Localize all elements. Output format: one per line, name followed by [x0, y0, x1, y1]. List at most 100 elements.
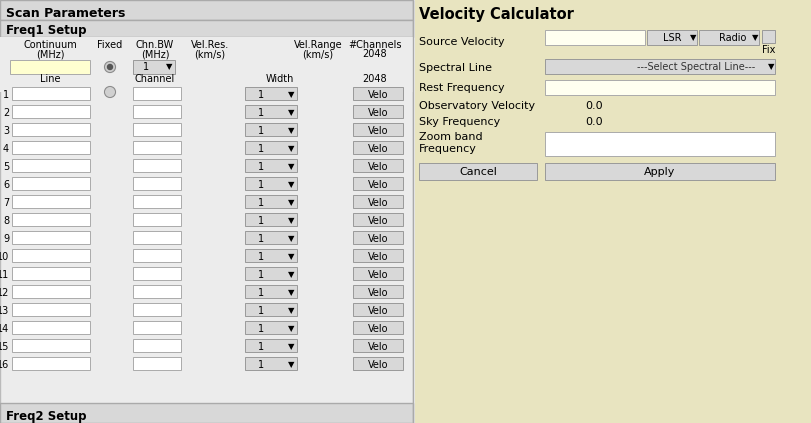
Bar [12, 141, 90, 154]
Text: ▼: ▼ [288, 145, 294, 154]
Bar [245, 141, 297, 154]
Text: 1: 1 [143, 62, 149, 72]
Bar [353, 321, 403, 334]
Bar [353, 303, 403, 316]
Bar [699, 30, 759, 45]
Text: ▼: ▼ [690, 33, 697, 42]
Text: Scan Parameters: Scan Parameters [6, 6, 126, 19]
Bar [133, 60, 175, 74]
Bar [245, 321, 297, 334]
Bar [12, 357, 90, 370]
Text: (km/s): (km/s) [303, 49, 333, 59]
Text: ▼: ▼ [288, 343, 294, 352]
Bar [245, 87, 297, 100]
Bar [0, 37, 413, 92]
Text: 10: 10 [0, 252, 9, 262]
Text: Velo: Velo [367, 144, 388, 154]
Text: Velo: Velo [367, 198, 388, 208]
Text: (MHz): (MHz) [141, 49, 169, 59]
Text: 2: 2 [2, 108, 9, 118]
Bar [133, 285, 181, 298]
Text: Frequency: Frequency [419, 144, 477, 154]
Text: Rest Frequency: Rest Frequency [419, 83, 504, 93]
Bar [12, 321, 90, 334]
Bar [353, 339, 403, 352]
Text: 1: 1 [258, 198, 264, 208]
Text: #Channels: #Channels [348, 40, 401, 50]
Text: ▼: ▼ [288, 109, 294, 118]
Text: 1: 1 [258, 270, 264, 280]
Text: (MHz): (MHz) [36, 49, 64, 59]
Bar [133, 87, 181, 100]
Circle shape [108, 64, 113, 69]
Text: 15: 15 [0, 342, 9, 352]
Text: 1: 1 [258, 144, 264, 154]
Text: Velo: Velo [367, 270, 388, 280]
Bar [133, 321, 181, 334]
Text: ▼: ▼ [768, 63, 775, 71]
Text: 1: 1 [258, 360, 264, 370]
Text: 14: 14 [0, 324, 9, 334]
Bar [353, 177, 403, 190]
Text: Radio: Radio [719, 33, 746, 43]
Bar [353, 105, 403, 118]
Text: Velo: Velo [367, 216, 388, 226]
Bar [545, 59, 775, 74]
Bar [12, 87, 90, 100]
Text: 11: 11 [0, 270, 9, 280]
Text: Vel.Res.: Vel.Res. [191, 40, 230, 50]
Bar [415, 0, 811, 423]
Bar [12, 159, 90, 172]
Bar [647, 30, 697, 45]
Text: 5: 5 [2, 162, 9, 172]
Text: Fixed: Fixed [97, 40, 122, 50]
Text: ▼: ▼ [752, 33, 758, 42]
Text: 6: 6 [3, 180, 9, 190]
Text: Velo: Velo [367, 234, 388, 244]
Bar [12, 105, 90, 118]
Bar [245, 267, 297, 280]
Bar [133, 267, 181, 280]
Text: Freq1 Setup: Freq1 Setup [6, 24, 87, 36]
Text: 1: 1 [258, 342, 264, 352]
Bar [10, 60, 90, 74]
Text: Velo: Velo [367, 90, 388, 100]
Bar [133, 339, 181, 352]
Bar [353, 195, 403, 208]
Bar [0, 20, 413, 37]
Bar [133, 141, 181, 154]
Text: Velo: Velo [367, 252, 388, 262]
Text: ▼: ▼ [288, 253, 294, 261]
Text: ▼: ▼ [288, 126, 294, 135]
Bar [762, 30, 775, 43]
Text: 1: 1 [258, 216, 264, 226]
Text: Line: Line [40, 74, 60, 84]
Bar [0, 403, 413, 423]
Text: 1: 1 [258, 162, 264, 172]
Text: Velo: Velo [367, 126, 388, 136]
Text: Source Velocity: Source Velocity [419, 37, 504, 47]
Bar [133, 249, 181, 262]
Bar [245, 177, 297, 190]
Bar [245, 231, 297, 244]
Bar [353, 123, 403, 136]
Bar [12, 339, 90, 352]
Text: Chn.BW: Chn.BW [136, 40, 174, 50]
Bar [245, 339, 297, 352]
Bar [133, 177, 181, 190]
Text: ▼: ▼ [288, 162, 294, 171]
Bar [353, 159, 403, 172]
Text: Zoom band: Zoom band [419, 132, 483, 142]
Bar [133, 105, 181, 118]
Bar [545, 132, 775, 156]
Text: ▼: ▼ [288, 288, 294, 297]
Text: ---Select Spectral Line---: ---Select Spectral Line--- [637, 62, 755, 72]
Bar [245, 213, 297, 226]
Bar [353, 249, 403, 262]
Text: Freq2 Setup: Freq2 Setup [6, 409, 87, 423]
Text: Channel: Channel [135, 74, 175, 84]
Bar [12, 231, 90, 244]
Text: Vel.Range: Vel.Range [294, 40, 342, 50]
Text: 3: 3 [3, 126, 9, 136]
Bar [0, 0, 413, 423]
